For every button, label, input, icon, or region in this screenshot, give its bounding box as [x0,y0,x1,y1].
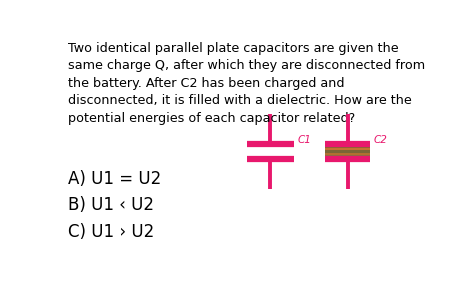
Text: C2: C2 [374,135,387,145]
Bar [325,146,370,148]
Text: A) U1 = U2: A) U1 = U2 [68,170,162,188]
Text: Two identical parallel plate capacitors are given the
same charge Q, after which: Two identical parallel plate capacitors … [68,42,426,125]
Bar [325,150,370,153]
Text: B) U1 ‹ U2: B) U1 ‹ U2 [68,196,155,214]
Bar [325,153,370,155]
Text: C1: C1 [297,135,311,145]
Bar [325,157,370,159]
Bar [325,155,370,157]
Text: C) U1 › U2: C) U1 › U2 [68,223,155,241]
Bar [325,144,370,146]
Bar [325,148,370,150]
